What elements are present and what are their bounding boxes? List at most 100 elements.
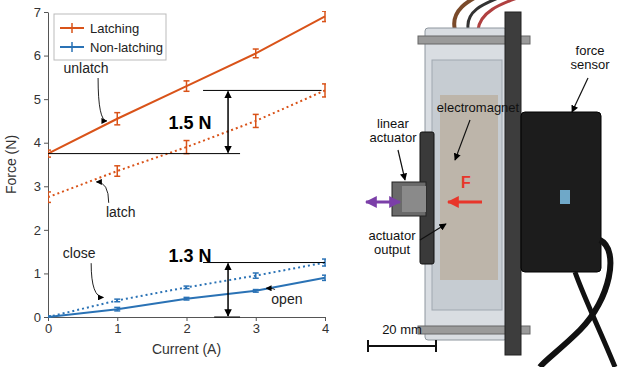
error-bar-cap — [48, 149, 51, 151]
error-bar-cap — [114, 301, 120, 303]
error-bar-cap — [253, 57, 259, 59]
error-bar-cap — [322, 83, 326, 85]
error-bar-cap — [48, 315, 51, 317]
x-tick: 4 — [322, 317, 329, 336]
curve-label-arrow — [266, 288, 275, 290]
error-bar-stem — [324, 11, 326, 21]
error-bar-cap — [184, 288, 190, 290]
error-bar-cap — [253, 272, 259, 274]
curve-label: latch — [106, 204, 136, 220]
error-bar-cap — [114, 298, 120, 300]
range-arrow — [227, 264, 229, 316]
error-bar-cap — [114, 310, 120, 312]
y-tick: 4 — [34, 135, 48, 150]
scale-bar — [367, 340, 369, 352]
force-sensor — [521, 112, 601, 272]
diagram-label: electromagnet — [437, 100, 520, 115]
error-bar — [253, 114, 259, 127]
y-tick-mark — [44, 99, 48, 100]
legend-swatch — [71, 42, 73, 52]
y-tick-mark — [44, 143, 48, 144]
series-line — [48, 90, 325, 197]
diagram-label: forcesensor — [570, 43, 610, 72]
mount-plate — [505, 12, 521, 355]
error-bar-stem — [324, 84, 326, 97]
legend-entry: Non-latching — [60, 40, 163, 55]
curve-label: unlatch — [64, 60, 109, 76]
x-axis-title: Current (A) — [152, 341, 221, 357]
y-tick-mark — [44, 273, 48, 274]
error-bar-cap — [184, 91, 190, 93]
legend-swatch — [71, 23, 73, 33]
y-tick-mark — [44, 56, 48, 57]
label-arrow — [455, 120, 470, 160]
error-bar — [322, 275, 326, 280]
y-tick: 7 — [34, 5, 48, 20]
motion-arrow — [366, 201, 400, 204]
scale-bar-label: 20 mm — [382, 322, 422, 337]
legend: LatchingNon-latching — [54, 14, 166, 60]
electromagnet-coil — [440, 95, 498, 280]
x-tick: 3 — [253, 317, 260, 336]
series-line — [48, 278, 325, 317]
acrylic-housing — [425, 28, 507, 340]
range-line — [203, 90, 321, 91]
error-bar-cap — [322, 274, 326, 276]
error-bar-cap — [253, 48, 259, 50]
error-bar — [322, 11, 326, 21]
annotations: unlatchlatchcloseopen1.5 N1.3 N — [48, 60, 325, 317]
y-tick-label: 5 — [34, 92, 41, 107]
curve-label-arrow — [96, 182, 108, 203]
error-bar-cap — [184, 299, 190, 301]
series-line — [48, 263, 325, 317]
error-bar-cap — [48, 202, 51, 204]
error-bar-cap — [114, 176, 120, 178]
x-tick-label: 4 — [322, 321, 329, 336]
y-axis-title: Force (N) — [3, 135, 19, 194]
error-bar-cap — [322, 96, 326, 98]
y-tick-mark — [44, 186, 48, 187]
error-bar-stem — [186, 81, 188, 91]
legend-label: Non-latching — [90, 40, 163, 55]
error-bar-stem — [255, 49, 257, 58]
y-axis: 01234567 — [34, 5, 49, 325]
x-tick-label: 0 — [45, 321, 52, 336]
error-bar — [48, 192, 51, 202]
error-bar-cap — [114, 112, 120, 114]
y-tick-label: 0 — [34, 310, 41, 325]
y-tick-label: 3 — [34, 179, 41, 194]
sensor-cable — [575, 272, 615, 367]
force-arrow — [448, 201, 482, 204]
actuator-shaft — [392, 182, 426, 216]
figure: 0123401234567Current (A)Force (N)unlatch… — [0, 0, 620, 367]
error-bar-cap — [48, 317, 51, 318]
error-bar-cap — [184, 285, 190, 287]
diagram-label: actuatoroutput — [369, 228, 417, 257]
error-bar — [253, 290, 259, 293]
error-bar-cap — [322, 258, 326, 260]
y-tick: 1 — [34, 266, 48, 281]
label-arrow — [420, 224, 446, 240]
error-bar — [114, 166, 120, 176]
y-tick-mark — [44, 12, 48, 13]
actuator-shaft — [402, 186, 426, 212]
error-bar-cap — [48, 156, 51, 158]
error-bar-cap — [253, 291, 259, 293]
y-tick: 6 — [34, 48, 48, 63]
y-tick-label: 1 — [34, 266, 41, 281]
error-bar-stem — [117, 113, 119, 125]
error-bar-cap — [48, 191, 51, 193]
error-bar-cap — [253, 289, 259, 291]
scale-bar — [368, 345, 436, 347]
y-axis-line — [48, 13, 49, 318]
y-tick-label: 7 — [34, 5, 41, 20]
x-tick-label: 3 — [253, 321, 260, 336]
x-axis: 01234 — [45, 317, 329, 336]
error-bar-cap — [114, 165, 120, 167]
error-bar — [322, 84, 326, 97]
error-bar-cap — [184, 297, 190, 299]
range-line — [48, 153, 240, 154]
difference-label: 1.5 N — [168, 113, 211, 133]
apparatus-diagram: electromagnetlinearactuatoractuatoroutpu… — [366, 0, 615, 367]
error-bar-cap — [322, 280, 326, 282]
